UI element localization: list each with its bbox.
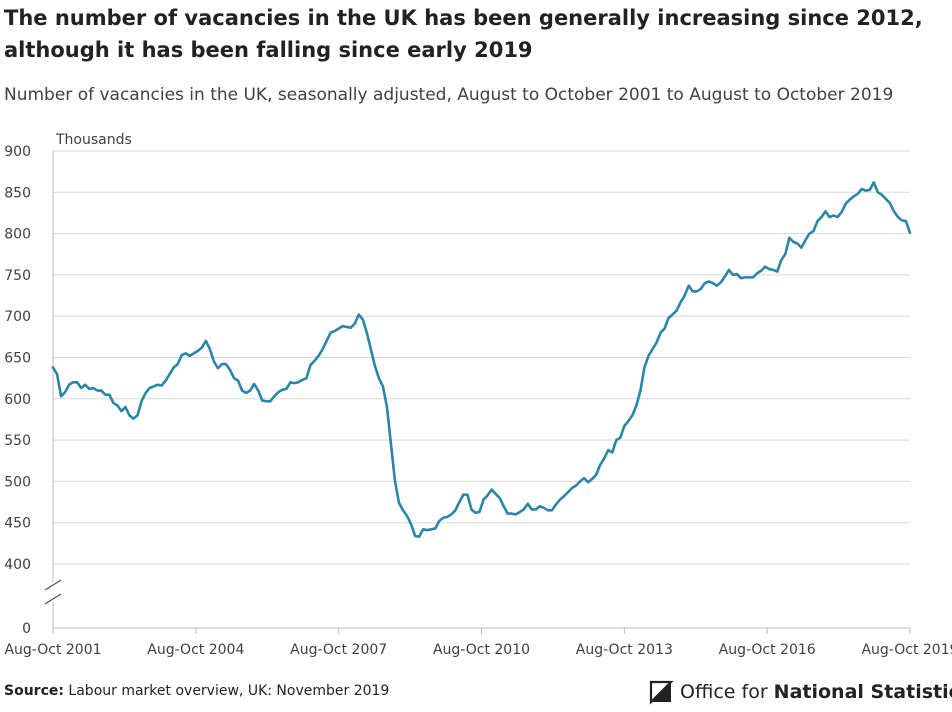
series-line-vacancies	[51, 181, 912, 539]
logo-text-bold: National Statistics	[773, 681, 952, 703]
x-tick-label-4: Aug-Oct 2013	[576, 642, 673, 658]
source-note: Source: Labour market overview, UK: Nove…	[4, 683, 389, 699]
x-tick-label-3: Aug-Oct 2010	[433, 642, 530, 658]
y-tick-label-600: 600	[4, 392, 31, 408]
y-tick-label-0: 0	[22, 621, 31, 637]
x-tick-label-5: Aug-Oct 2016	[719, 642, 816, 658]
tick-labels: 0 400 450 500 550 600 650 700 750 800 850 900 Aug-Oc…	[4, 144, 952, 658]
ons-logo-icon	[649, 680, 674, 705]
gridlines	[53, 150, 910, 565]
source-label: Source:	[4, 683, 64, 699]
y-tick-label-550: 550	[4, 433, 31, 449]
y-tick-label-500: 500	[4, 474, 31, 490]
chart-subtitle: Number of vacancies in the UK, seasonall…	[4, 85, 894, 105]
y-tick-label-400: 400	[4, 557, 31, 573]
x-tick-label-6: Aug-Oct 2019	[861, 642, 952, 658]
y-tick-label-800: 800	[4, 227, 31, 243]
y-tick-label-850: 850	[4, 185, 31, 201]
x-tick-label-2: Aug-Oct 2007	[290, 642, 387, 658]
y-axis-label: Thousands	[55, 132, 132, 148]
y-tick-label-700: 700	[4, 309, 31, 325]
axes	[44, 151, 911, 634]
ons-logo[interactable]: Office for National Statistics	[648, 678, 952, 706]
y-tick-label-750: 750	[4, 268, 31, 284]
axis-break-mark-bottom	[44, 593, 62, 605]
x-tick-label-0: Aug-Oct 2001	[4, 642, 101, 658]
y-tick-label-900: 900	[4, 144, 31, 160]
x-tick-label-1: Aug-Oct 2004	[147, 642, 244, 658]
y-tick-label-450: 450	[4, 516, 31, 532]
axis-break-mark-top	[44, 579, 62, 591]
logo-text: Office for National Statistics	[680, 681, 952, 703]
chart-title: The number of vacancies in the UK has be…	[4, 6, 923, 62]
series	[51, 181, 912, 539]
source-link[interactable]: Labour market overview, UK: November 201…	[68, 683, 390, 699]
y-tick-label-650: 650	[4, 351, 31, 367]
logo-text-regular: Office for	[680, 681, 768, 703]
